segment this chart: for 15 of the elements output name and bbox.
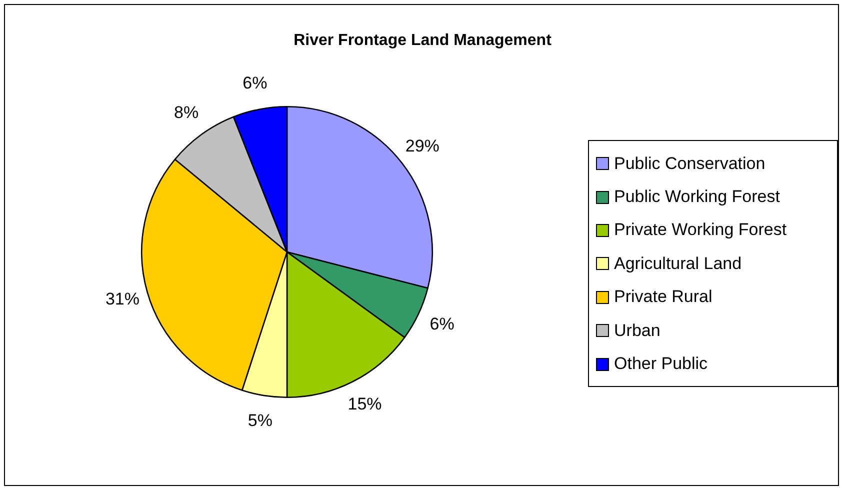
legend-label: Public Working Forest <box>614 187 780 208</box>
chart-title: River Frontage Land Management <box>292 32 552 50</box>
legend-label: Private Rural <box>614 287 712 308</box>
data-label: 5% <box>248 410 272 430</box>
data-label: 15% <box>348 394 382 414</box>
data-label: 8% <box>174 103 199 122</box>
data-label: 31% <box>105 289 140 308</box>
data-label: 6% <box>242 73 268 92</box>
legend-label: Private Working Forest <box>614 220 787 240</box>
legend-label: Other Public <box>614 354 708 374</box>
data-label: 29% <box>405 136 440 156</box>
legend-label: Urban <box>614 320 660 341</box>
legend-label: Agricultural Land <box>614 254 742 274</box>
legend-label: Public Conservation <box>614 154 766 174</box>
data-label: 6% <box>430 314 454 334</box>
